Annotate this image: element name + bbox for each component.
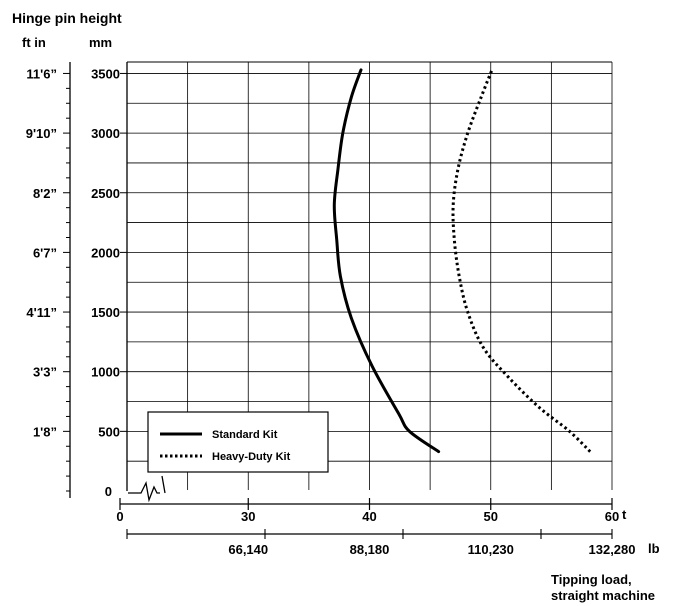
x-tick-label-t: 0 [116,509,123,524]
x-tick-label-lb: 132,280 [589,542,636,557]
x-axis-title-line1: Tipping load, [551,572,632,587]
y-axis-ticks: 0 500 1000 1500 2000 2500 3000 3500 1'8” 3'3” 4'11… [26,66,127,499]
y-tick-label-ftin: 1'8” [33,424,57,439]
x-tick-label-lb: 110,230 [468,542,514,557]
y-tick-label-ftin: 3'3” [33,365,57,380]
y-tick-label-ftin: 6'7” [33,245,57,260]
y-tick-label-mm: 1500 [91,305,120,320]
y-metric-unit: mm [89,35,112,50]
x-tick-label-t: 30 [241,509,255,524]
series-layer [332,68,592,454]
series-line-heavy-duty-kit [451,69,592,453]
x-imperial-unit: lb [648,541,660,556]
y-tick-label-mm: 3500 [91,66,120,81]
y-tick-label-mm: 2500 [91,186,120,201]
series-line-standard-kit [332,68,441,454]
x-tick-label-lb: 88,180 [350,542,390,557]
legend-label-heavy-duty: Heavy-Duty Kit [212,451,291,463]
y-tick-label-mm: 2000 [91,245,120,260]
x-metric-unit: t [622,507,627,522]
x-tick-label-lb: 66,140 [228,542,268,557]
y-tick-label-ftin: 8'2” [33,186,57,201]
x-axis-title-line2: straight machine [551,588,655,603]
x-axis-ticks: 0 30 40 50 60 66,140 88,180 110,230 132,280 [116,498,636,557]
legend: Standard Kit Heavy-Duty Kit [147,411,329,473]
axis-break-mark [128,475,166,503]
x-tick-label-t: 60 [605,509,619,524]
y-tick-label-mm: 1000 [91,365,120,380]
y-tick-label-mm: 500 [98,424,120,439]
x-tick-label-t: 40 [362,509,376,524]
y-tick-label-mm: 0 [105,484,112,499]
legend-box [147,411,329,473]
y-tick-label-mm: 3000 [91,126,120,141]
y-tick-label-ftin: 9'10” [26,126,57,141]
y-tick-label-ftin: 11'6” [26,66,57,81]
y-imperial-unit: ft in [22,35,46,50]
legend-label-standard: Standard Kit [212,429,278,441]
y-tick-label-ftin: 4'11” [26,305,57,320]
x-tick-label-t: 50 [484,509,498,524]
chart-title: Hinge pin height [12,10,122,26]
